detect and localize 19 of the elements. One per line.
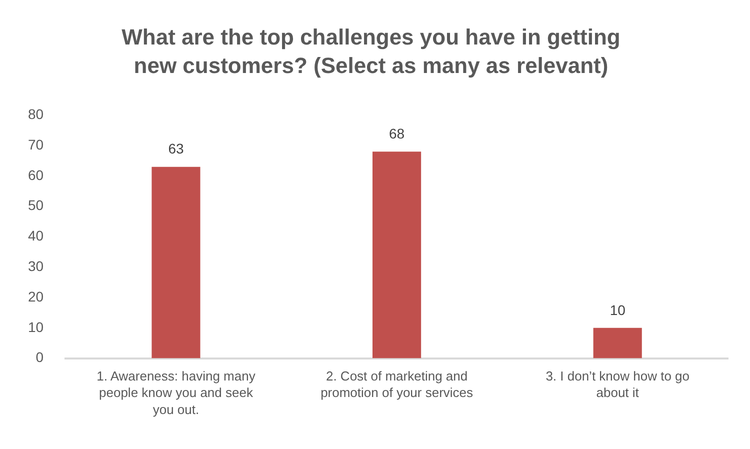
bar [372, 152, 422, 358]
y-tick-label: 80 [28, 106, 44, 122]
x-tick-label: 2. Cost of marketing and promotion of your services [320, 368, 474, 400]
y-tick-label: 20 [28, 288, 44, 304]
bar [593, 328, 642, 358]
y-tick-label: 10 [28, 318, 44, 335]
data-label: 10 [610, 302, 626, 318]
y-tick-label: 60 [28, 166, 44, 183]
x-tick-label: 3. I don’t know how to go about it [546, 368, 690, 400]
y-tick-label: 40 [28, 228, 44, 244]
y-tick-label: 50 [28, 197, 44, 214]
data-label: 68 [388, 126, 405, 142]
y-tick-label: 70 [28, 136, 44, 152]
x-tick-label: 1. Awareness: having many people know you and seek you out. [96, 368, 256, 418]
bar [152, 166, 200, 358]
chart-title: What are the top challenges you have in getting new customers? (Select as many as relevant) [122, 24, 620, 78]
data-label: 63 [168, 140, 184, 157]
y-tick-label: 30 [28, 258, 44, 274]
y-tick-label: 0 [36, 349, 44, 366]
